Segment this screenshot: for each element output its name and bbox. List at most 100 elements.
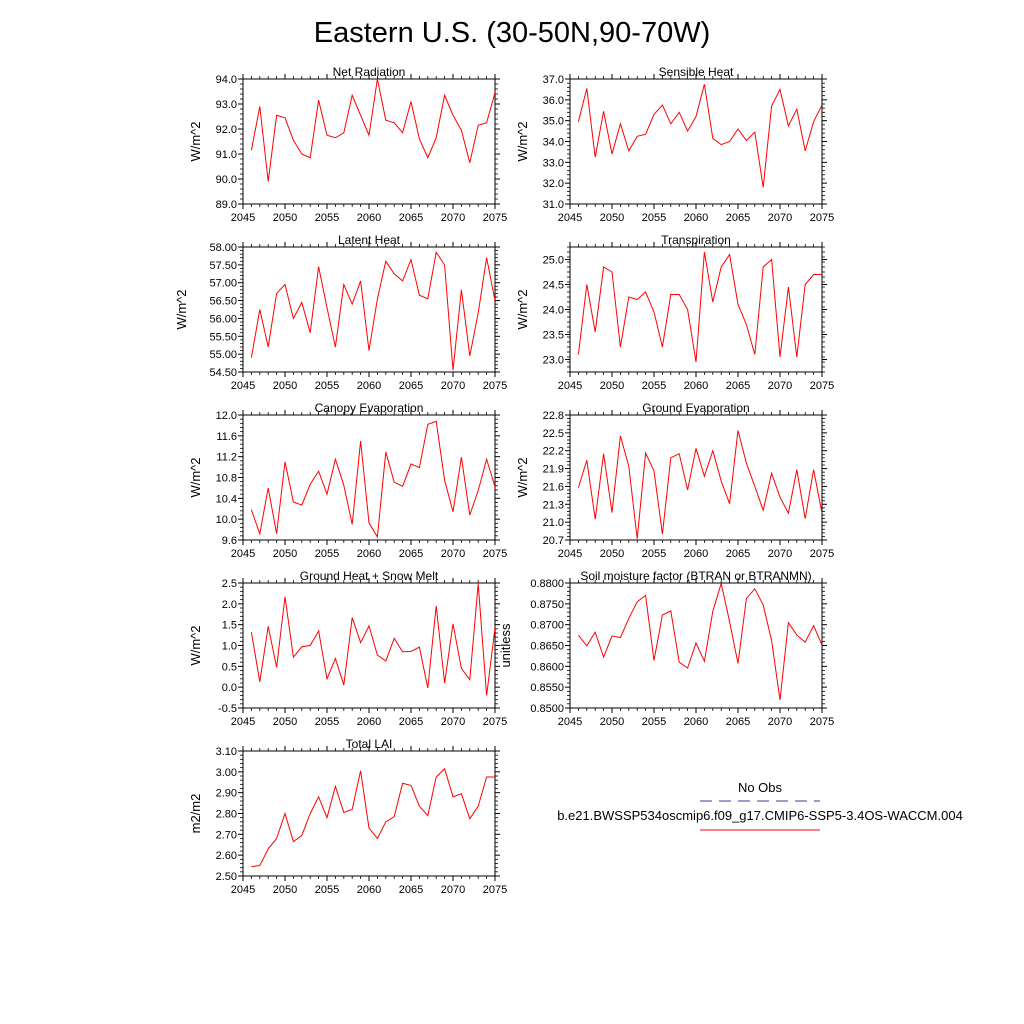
plot-frame: [242, 750, 496, 877]
y-tick-label: 55.00: [209, 349, 237, 361]
y-tick-label: 89.0: [216, 199, 237, 211]
y-tick-label: 22.2: [543, 446, 564, 458]
y-tick-label: 10.0: [216, 514, 237, 526]
plot-frame: [569, 414, 823, 541]
x-tick-label: 2065: [399, 212, 423, 224]
figure-title: Eastern U.S. (30-50N,90-70W): [314, 17, 710, 49]
x-tick-label: 2065: [726, 212, 750, 224]
y-tick-label: 57.50: [209, 260, 237, 272]
y-tick-label: 2.0: [222, 599, 237, 611]
y-axis-label: W/m^2: [515, 457, 530, 497]
panel-title: Net Radiation: [333, 65, 406, 79]
y-tick-label: 10.8: [216, 473, 237, 485]
panel-3: Transpiration W/m^2 2045 2050 2055 2060 2065 20…: [515, 233, 834, 392]
x-tick-label: 2065: [399, 716, 423, 728]
x-tick-label: 2070: [441, 212, 465, 224]
panel-4: Canopy Evaporation W/m^2 2045 2050 2055 2060 2…: [188, 401, 507, 560]
plot-frame: [242, 246, 496, 373]
x-tick-label: 2060: [357, 212, 381, 224]
x-tick-label: 2060: [357, 548, 381, 560]
panel-title: Transpiration: [661, 233, 731, 247]
plot-frame: [242, 78, 496, 205]
x-tick-label: 2055: [315, 884, 339, 896]
x-tick-label: 2045: [231, 380, 255, 392]
series-line: [250, 583, 495, 696]
x-tick-label: 2045: [558, 380, 582, 392]
y-tick-label: 90.0: [216, 174, 237, 186]
y-tick-label: 1.5: [222, 620, 237, 632]
y-tick-label: 11.2: [216, 452, 237, 464]
x-tick-label: 2055: [642, 548, 666, 560]
x-tick-label: 2060: [357, 716, 381, 728]
y-tick-label: 3.00: [216, 767, 237, 779]
y-tick-label: 2.90: [216, 788, 237, 800]
y-tick-label: 93.0: [216, 99, 237, 111]
series-line: [577, 84, 822, 188]
x-tick-label: 2070: [768, 716, 792, 728]
x-tick-label: 2050: [273, 380, 297, 392]
x-tick-label: 2060: [684, 380, 708, 392]
y-tick-label: 31.0: [543, 199, 564, 211]
y-axis-label: W/m^2: [174, 289, 189, 329]
panel-1: Sensible Heat W/m^2 2045 2050 2055 2060 2065 20…: [515, 65, 834, 224]
x-tick-label: 2065: [399, 548, 423, 560]
y-tick-label: 9.6: [222, 535, 237, 547]
y-tick-label: 0.8750: [530, 599, 564, 611]
y-tick-label: 10.4: [216, 493, 237, 505]
y-axis-label: W/m^2: [188, 121, 203, 161]
y-tick-label: 58.00: [209, 242, 237, 254]
y-tick-label: 11.6: [216, 431, 237, 443]
series-line: [251, 767, 495, 868]
y-tick-label: 3.10: [216, 746, 237, 758]
y-tick-label: 0.8800: [530, 578, 564, 590]
x-tick-label: 2050: [273, 548, 297, 560]
y-tick-label: 21.3: [543, 499, 564, 511]
y-tick-label: 91.0: [216, 149, 237, 161]
y-axis-label: W/m^2: [188, 625, 203, 665]
y-tick-label: 21.6: [543, 481, 564, 493]
x-tick-label: 2075: [483, 212, 507, 224]
x-tick-label: 2045: [558, 212, 582, 224]
x-tick-label: 2060: [684, 716, 708, 728]
x-tick-label: 2045: [231, 884, 255, 896]
y-axis-label: W/m^2: [515, 289, 530, 329]
y-tick-label: 2.5: [222, 578, 237, 590]
y-tick-label: 32.0: [543, 178, 564, 190]
x-tick-label: 2045: [558, 548, 582, 560]
x-tick-label: 2060: [684, 212, 708, 224]
legend-label-model: b.e21.BWSSP534oscmip6.f09_g17.CMIP6-SSP5…: [557, 808, 963, 823]
y-tick-label: 0.8550: [530, 682, 564, 694]
y-tick-label: 94.0: [216, 74, 237, 86]
legend-label-obs: No Obs: [738, 780, 783, 795]
panel-5: Ground Evaporation W/m^2 2045 2050 2055 2060 2…: [515, 401, 834, 560]
y-tick-label: 56.00: [209, 313, 237, 325]
y-axis-label: m2/m2: [188, 794, 203, 834]
series-line: [250, 251, 495, 371]
panel-title: Total LAI: [346, 737, 393, 751]
x-tick-label: 2065: [399, 884, 423, 896]
plot-frame: [569, 78, 823, 205]
y-tick-label: 2.50: [216, 871, 237, 883]
x-tick-label: 2050: [600, 212, 624, 224]
legend: No Obs b.e21.BWSSP534oscmip6.f09_g17.CMI…: [557, 780, 963, 831]
y-tick-label: 57.00: [209, 278, 237, 290]
panel-title: Sensible Heat: [659, 65, 734, 79]
y-tick-label: 0.8700: [530, 620, 564, 632]
y-tick-label: -0.5: [218, 703, 237, 715]
y-tick-label: 55.50: [209, 331, 237, 343]
x-tick-label: 2070: [768, 548, 792, 560]
series-line: [250, 79, 495, 182]
x-tick-label: 2070: [441, 884, 465, 896]
y-tick-label: 25.0: [543, 255, 564, 267]
x-tick-label: 2055: [315, 212, 339, 224]
y-tick-label: 36.0: [543, 95, 564, 107]
y-tick-label: 35.0: [543, 116, 564, 128]
x-tick-label: 2075: [810, 212, 834, 224]
x-tick-label: 2055: [642, 716, 666, 728]
y-tick-label: 12.0: [216, 410, 237, 422]
x-tick-label: 2045: [231, 212, 255, 224]
y-tick-label: 23.0: [543, 355, 564, 367]
x-tick-label: 2065: [726, 716, 750, 728]
x-tick-label: 2070: [768, 380, 792, 392]
